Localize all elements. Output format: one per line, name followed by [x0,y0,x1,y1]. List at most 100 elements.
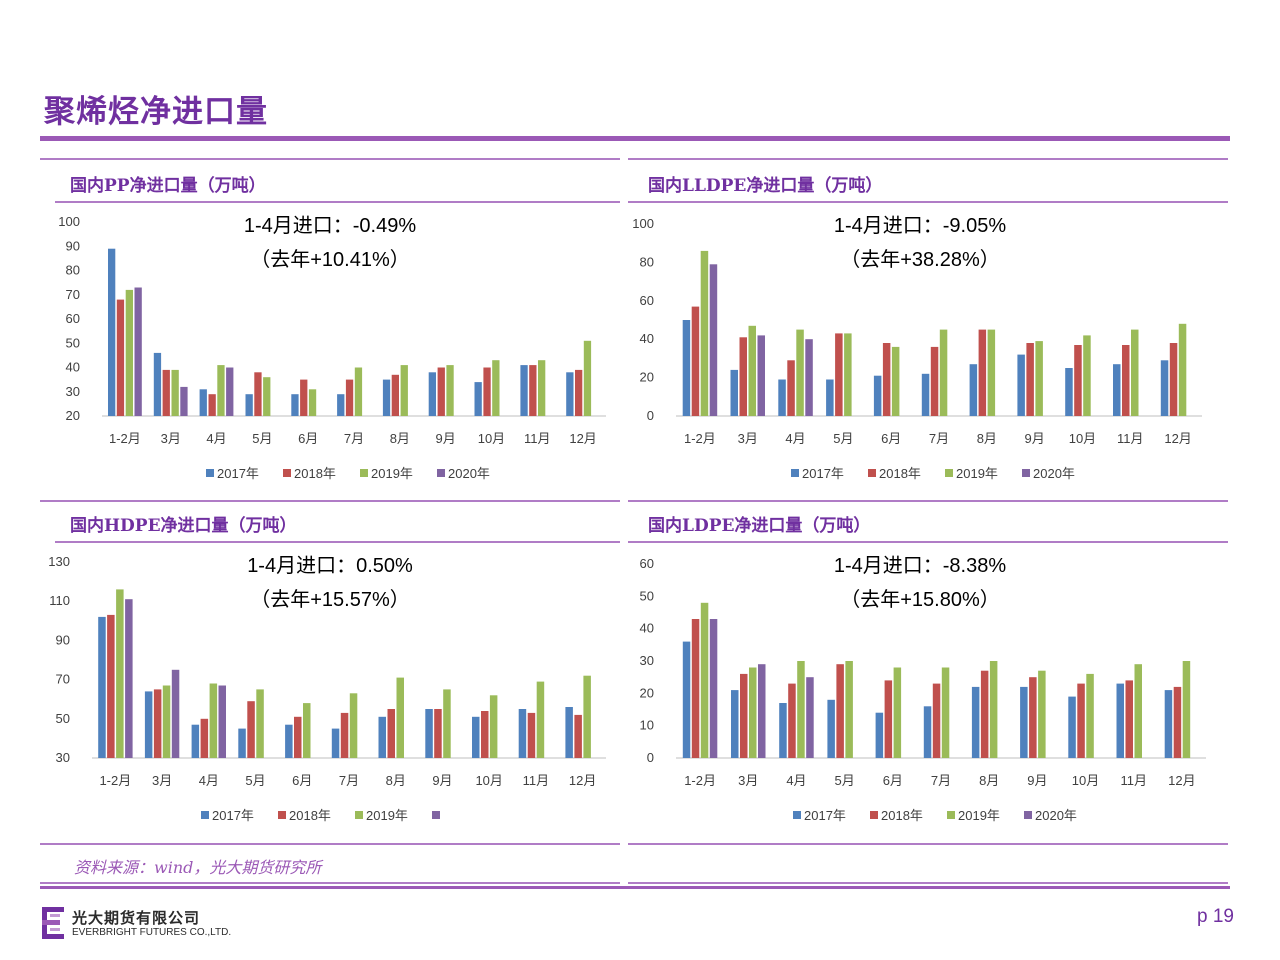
bar [489,695,498,758]
bar [536,681,545,758]
bar [1164,690,1173,758]
y-tick-label: 60 [66,311,80,326]
bar [171,369,179,416]
bar [1113,364,1121,416]
bar [1026,343,1034,416]
bar [153,689,162,758]
page-number: p 19 [1197,906,1234,927]
bar [300,379,308,416]
panel-top-rule-left [40,158,620,160]
x-tick-label: 11月 [1120,773,1147,788]
bar [884,680,893,758]
bar [483,367,491,416]
legend-swatch [206,469,214,477]
bar [162,685,171,758]
legend-label: 2017年 [802,466,844,481]
logo-en-text: EVERBRIGHT FUTURES CO.,LTD. [72,927,232,938]
y-tick-label: 70 [66,287,80,302]
bar [1134,664,1142,758]
bar [566,372,574,416]
y-tick-label: 0 [647,408,654,423]
y-tick-label: 40 [640,331,654,346]
bar [1125,680,1133,758]
y-tick-label: 20 [640,685,654,700]
bar [583,340,592,416]
x-tick-label: 7月 [931,773,951,788]
bar [845,661,853,758]
bar [923,706,932,758]
legend-label: 2018年 [879,466,921,481]
bar [1083,335,1091,416]
bar [387,709,395,758]
legend-swatch [201,811,209,819]
bar [740,673,748,758]
bar [1086,673,1094,758]
bar [778,379,786,416]
bar [285,724,293,758]
bar [308,389,317,416]
x-tick-label: 1-2月 [684,773,716,788]
bar [1074,345,1082,416]
legend-label: 2017年 [217,466,259,481]
x-tick-label: 12月 [1164,431,1191,446]
annotation-line-1: 1-4月进口：-0.49% [244,214,416,237]
bar [739,337,747,416]
bar [980,670,989,758]
bar [294,716,302,758]
bar [474,382,482,416]
legend-swatch [355,811,363,819]
legend-label: 2019年 [958,808,1000,823]
bar [446,365,454,416]
bar [1020,686,1028,758]
bar [971,686,980,758]
y-tick-label: 20 [640,370,654,385]
bar [806,677,814,758]
bar [1131,329,1139,416]
x-tick-label: 12月 [1168,773,1195,788]
bar [107,614,115,758]
bar [1038,670,1046,758]
y-tick-label: 40 [66,360,80,375]
x-tick-label: 11月 [523,773,550,788]
panel-title-rule-right-2 [628,541,1228,543]
legend-swatch [870,811,878,819]
x-tick-label: 8月 [390,431,410,446]
annotation-line-1: 1-4月进口：-8.38% [834,554,1006,577]
bar [340,712,349,758]
bar [844,333,852,416]
legend-swatch [283,469,291,477]
x-tick-label: 6月 [881,431,901,446]
bar [425,709,433,758]
bar [932,683,941,758]
legend-swatch [945,469,953,477]
panel-title-rule-left [55,201,620,203]
bar [709,264,718,416]
bar [391,374,399,416]
legend-label: 2019年 [371,466,413,481]
bar [891,346,900,416]
bar [434,709,442,758]
bar [921,373,930,416]
bar [730,369,738,416]
bar [1178,323,1187,416]
x-tick-label: 7月 [339,773,359,788]
bar [836,664,844,758]
bar [691,619,700,758]
x-tick-label: 8月 [977,431,997,446]
bar [835,333,843,416]
x-tick-label: 9月 [432,773,452,788]
y-tick-label: 40 [640,621,654,636]
x-tick-label: 5月 [252,431,272,446]
bar [303,703,311,758]
x-tick-label: 12月 [569,773,596,788]
y-tick-label: 60 [640,293,654,308]
legend-label: 2018年 [289,808,331,823]
bar [1122,345,1130,416]
legend-label: 2020年 [448,466,490,481]
ldpe-chart-title: 国内LDPE净进口量（万吨） [648,516,871,536]
legend-label: 2018年 [294,466,336,481]
bar [382,379,391,416]
x-tick-label: 7月 [344,431,364,446]
y-tick-label: 90 [56,632,70,647]
x-tick-label: 3月 [738,773,758,788]
